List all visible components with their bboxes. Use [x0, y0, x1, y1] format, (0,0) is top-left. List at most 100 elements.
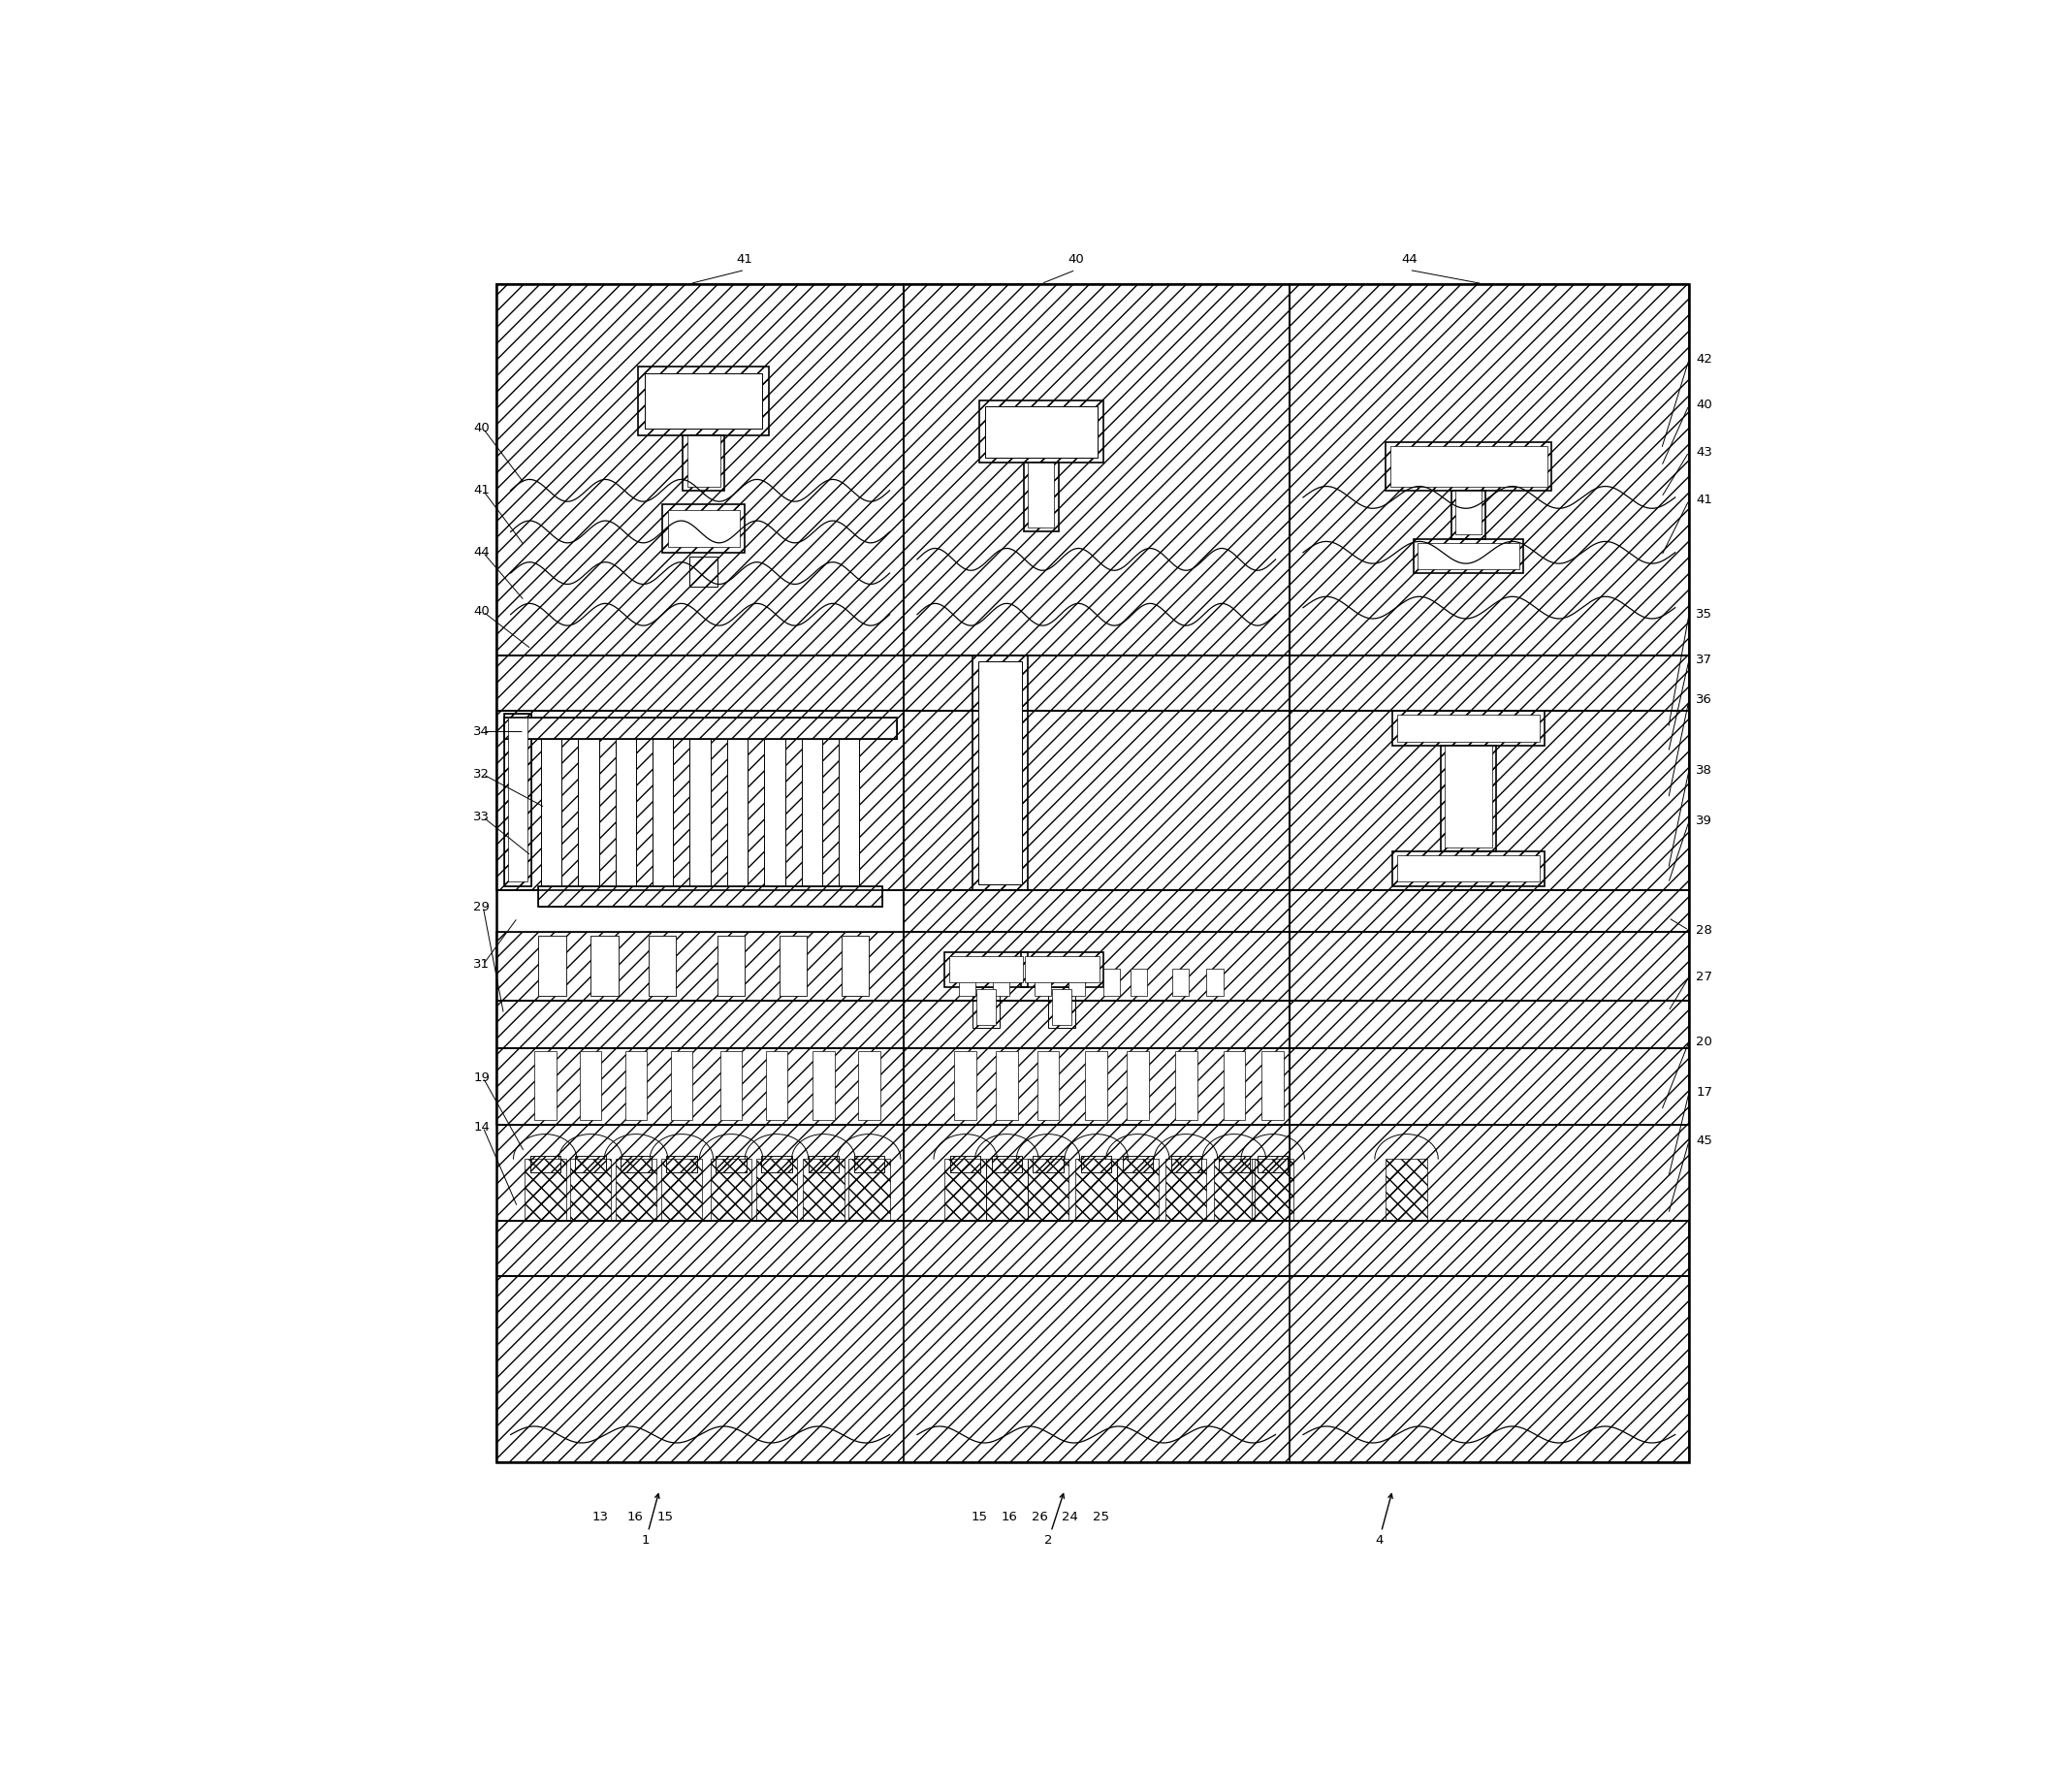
Text: 41: 41: [474, 483, 489, 498]
Text: 24: 24: [1063, 1511, 1077, 1523]
Bar: [576, 1156, 605, 1172]
Bar: [765, 739, 785, 886]
Text: 4: 4: [1376, 1495, 1392, 1547]
Bar: [1258, 1156, 1289, 1172]
Bar: [1206, 968, 1222, 997]
Bar: [984, 406, 1098, 458]
Bar: [903, 711, 1289, 890]
Bar: [497, 1276, 1689, 1462]
Bar: [539, 886, 883, 908]
Bar: [530, 1156, 559, 1172]
Bar: [649, 936, 675, 997]
Text: 35: 35: [1695, 609, 1711, 621]
Text: 44: 44: [1401, 252, 1417, 265]
Bar: [503, 714, 530, 886]
Bar: [1131, 968, 1148, 997]
Bar: [1082, 1156, 1111, 1172]
Bar: [854, 1156, 885, 1172]
Text: 37: 37: [1695, 653, 1711, 666]
Bar: [661, 1158, 702, 1221]
Bar: [1026, 956, 1098, 983]
Bar: [951, 1156, 980, 1172]
Bar: [1075, 1158, 1117, 1221]
Bar: [1392, 852, 1544, 886]
Bar: [1397, 716, 1539, 741]
Bar: [570, 1158, 611, 1221]
Bar: [497, 1124, 903, 1221]
Bar: [1028, 1158, 1069, 1221]
Bar: [1289, 1001, 1689, 1049]
Bar: [1173, 968, 1189, 997]
Text: 13: 13: [593, 1511, 609, 1523]
Bar: [1289, 890, 1689, 931]
Bar: [903, 1049, 1289, 1124]
Bar: [980, 401, 1102, 464]
Text: 27: 27: [1695, 970, 1711, 983]
Text: 29: 29: [474, 900, 489, 913]
Bar: [503, 718, 897, 739]
Bar: [1164, 1158, 1206, 1221]
Bar: [622, 1156, 651, 1172]
Bar: [1289, 1049, 1689, 1124]
Bar: [1034, 1156, 1063, 1172]
Bar: [945, 952, 1028, 986]
Bar: [503, 714, 530, 886]
Bar: [1171, 1156, 1202, 1172]
Text: 15: 15: [972, 1511, 988, 1523]
Bar: [497, 711, 903, 890]
Bar: [690, 557, 717, 587]
Bar: [497, 283, 1689, 1462]
Bar: [524, 1158, 566, 1221]
Bar: [1038, 1051, 1059, 1121]
Text: 26: 26: [1032, 1511, 1048, 1523]
Text: 36: 36: [1695, 695, 1711, 707]
Text: 1: 1: [642, 1495, 659, 1547]
Text: 28: 28: [1695, 924, 1711, 936]
Bar: [972, 986, 1001, 1027]
Bar: [986, 1158, 1028, 1221]
Bar: [955, 1051, 976, 1121]
Bar: [903, 283, 1289, 655]
Bar: [727, 739, 748, 886]
Bar: [1392, 711, 1544, 745]
Bar: [497, 1001, 903, 1049]
Bar: [497, 1221, 1689, 1276]
Bar: [497, 1049, 903, 1124]
Bar: [765, 1051, 787, 1121]
Bar: [992, 1156, 1021, 1172]
Text: 40: 40: [1695, 399, 1711, 412]
Bar: [1218, 1156, 1249, 1172]
Bar: [663, 505, 746, 553]
Bar: [615, 739, 636, 886]
Bar: [578, 739, 599, 886]
Bar: [638, 367, 769, 435]
Bar: [858, 1051, 881, 1121]
Bar: [1222, 1051, 1245, 1121]
Bar: [1386, 1158, 1428, 1221]
Text: 20: 20: [1695, 1035, 1711, 1049]
Bar: [1123, 1156, 1152, 1172]
Bar: [1289, 655, 1689, 711]
Text: 33: 33: [474, 811, 489, 823]
Text: 44: 44: [474, 546, 489, 558]
Bar: [992, 1156, 1021, 1172]
Bar: [903, 890, 1289, 931]
Bar: [497, 655, 903, 711]
Bar: [1086, 1051, 1106, 1121]
Bar: [976, 990, 997, 1026]
Bar: [972, 655, 1028, 890]
Bar: [1123, 1156, 1152, 1172]
Text: 39: 39: [1695, 814, 1711, 827]
Bar: [1289, 931, 1689, 1001]
Bar: [497, 931, 903, 1001]
Bar: [1024, 464, 1059, 532]
Text: 17: 17: [1695, 1087, 1711, 1099]
Bar: [760, 1156, 792, 1172]
Bar: [1386, 442, 1552, 490]
Bar: [1262, 1051, 1285, 1121]
Text: 2: 2: [1044, 1493, 1065, 1547]
Bar: [1218, 1156, 1249, 1172]
Bar: [717, 1156, 746, 1172]
Bar: [808, 1156, 839, 1172]
Bar: [1127, 1051, 1148, 1121]
